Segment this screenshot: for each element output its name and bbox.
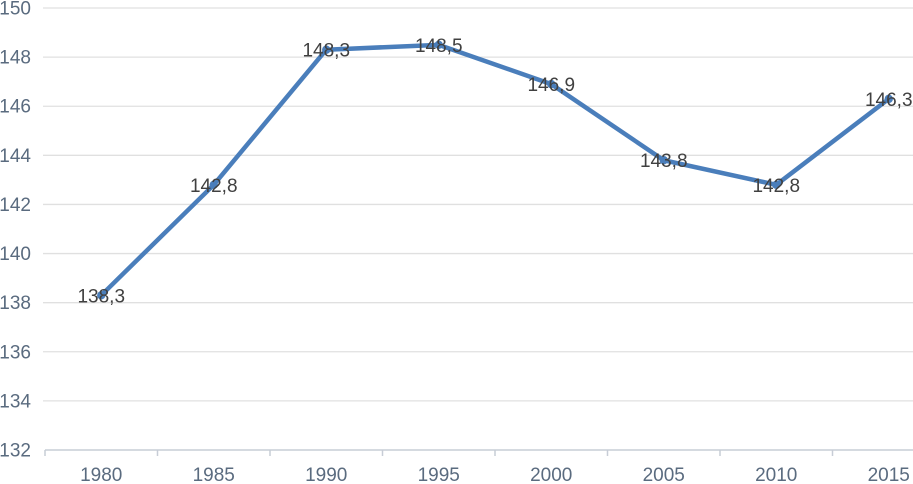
x-axis-tick-label: 2000 [530,465,572,484]
y-axis-tick-label: 146 [0,97,31,118]
x-axis-tick-label: 1995 [418,465,460,484]
y-axis-tick-label: 142 [0,195,31,216]
data-point-label: 142,8 [190,176,238,197]
data-point-label: 143,8 [640,151,688,172]
y-axis-tick-label: 148 [0,48,31,69]
data-point-marker [884,94,893,104]
data-point-marker [97,291,106,300]
data-point-label: 138,3 [77,286,125,307]
x-axis-tick-label: 2005 [643,465,685,484]
y-axis-tick-label: 138 [0,293,31,314]
y-axis-tick-label: 144 [0,146,31,167]
data-point-marker [772,180,781,189]
y-axis-tick-label: 134 [0,391,31,412]
y-axis-tick-label: 150 [0,0,31,20]
data-point-marker [547,79,556,89]
data-point-label: 146,3 [865,90,913,111]
data-point-label: 148,5 [415,36,463,57]
y-axis-tick-label: 132 [0,441,31,462]
x-axis-tick-label: 1980 [80,465,122,484]
x-axis-tick-label: 2010 [755,465,797,484]
data-point-label: 142,8 [752,176,800,197]
data-line-series [99,42,891,298]
data-point-marker [659,156,668,165]
y-axis-tick-label: 136 [0,342,31,363]
y-axis-tick-label: 140 [0,244,31,265]
data-point-marker [322,45,331,54]
x-axis-tick-label: 1985 [193,465,235,484]
x-axis-tick-label: 2015 [868,465,910,484]
data-point-label: 146,9 [527,75,575,96]
data-point-marker [209,180,218,189]
x-axis-tick-label: 1990 [305,465,347,484]
data-point-marker [434,40,443,50]
data-point-label: 148,3 [302,41,350,62]
